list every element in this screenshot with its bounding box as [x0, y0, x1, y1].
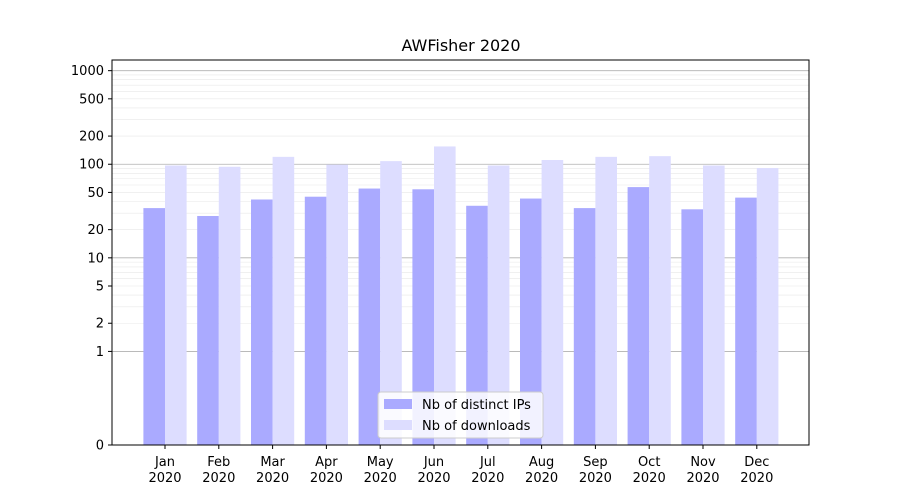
x-tick-label: Dec 2020 [740, 455, 773, 486]
x-tick-label: Aug 2020 [525, 455, 558, 486]
legend-swatch [384, 399, 412, 409]
y-tick-label: 5 [96, 280, 104, 295]
bar-distinct-ips [466, 205, 488, 445]
bar-distinct-ips [412, 189, 434, 445]
legend: Nb of distinct IPs Nb of downloads [377, 391, 544, 439]
legend-label: Nb of distinct IPs [422, 398, 531, 413]
bar-downloads [218, 166, 241, 446]
x-tick-label: Jul 2020 [471, 455, 504, 486]
legend-swatch [384, 420, 412, 430]
bar-distinct-ips [358, 188, 381, 445]
bar-distinct-ips [681, 209, 703, 445]
x-tick-label: Nov 2020 [686, 455, 719, 486]
bars [143, 146, 779, 446]
bar-distinct-ips [573, 208, 596, 445]
bar-distinct-ips [627, 187, 650, 445]
bar-downloads [541, 160, 564, 445]
x-tick-label: Oct 2020 [633, 455, 666, 486]
y-tick-label: 200 [79, 130, 104, 145]
bar-downloads [487, 165, 510, 446]
chart-title: AWFisher 2020 [401, 36, 520, 55]
bar-downloads [434, 146, 456, 446]
bar-distinct-ips [251, 199, 273, 445]
x-axis: Jan 2020 Feb 2020 Mar 2020 Apr 2020 May 2020 Jun 20… [148, 445, 773, 486]
x-tick-label: Apr 2020 [310, 455, 343, 486]
y-tick-label: 10 [87, 251, 104, 266]
bar-downloads [380, 161, 402, 445]
x-tick-label: Mar 2020 [256, 455, 289, 486]
x-tick-label: Feb 2020 [202, 455, 235, 486]
x-tick-label: Jun 2020 [417, 455, 450, 486]
bar-distinct-ips [520, 198, 542, 445]
bar-downloads [326, 164, 348, 445]
legend-box [377, 391, 544, 439]
legend-label: Nb of downloads [422, 419, 531, 434]
bar-downloads [272, 156, 295, 446]
x-tick-label: May 2020 [364, 455, 397, 486]
bar-downloads [649, 156, 671, 445]
y-tick-label: 500 [79, 92, 104, 107]
y-axis: 0 1 2 5 10 20 50 100 200 500 1000 [71, 64, 112, 454]
bar-downloads [703, 165, 725, 446]
bar-downloads [595, 156, 617, 446]
x-tick-label: Jan 2020 [148, 455, 181, 486]
y-tick-label: 2 [96, 317, 104, 332]
bar-downloads [756, 168, 779, 445]
y-tick-label: 20 [87, 223, 104, 238]
y-tick-label: 50 [87, 186, 104, 201]
x-tick-label: Sep 2020 [579, 455, 612, 486]
y-tick-label: 100 [79, 158, 104, 173]
y-tick-label: 1000 [71, 64, 104, 79]
bar-distinct-ips [735, 197, 757, 445]
bar-downloads [165, 165, 187, 446]
bar-distinct-ips [304, 196, 327, 445]
y-tick-label: 1 [96, 345, 104, 360]
bar-distinct-ips [143, 208, 165, 445]
plot-frame [111, 59, 810, 446]
bar-distinct-ips [197, 215, 219, 445]
y-tick-label: 0 [96, 439, 104, 454]
